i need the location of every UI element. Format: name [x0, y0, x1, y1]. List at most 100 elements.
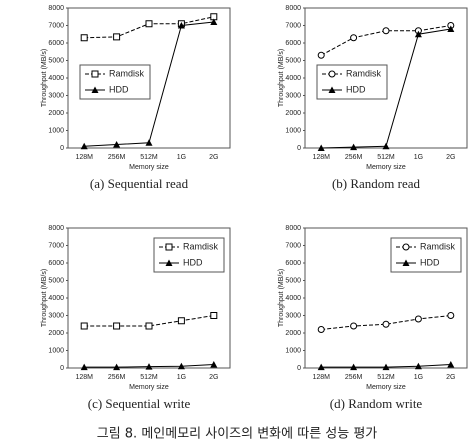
- marker: [145, 363, 153, 370]
- x-axis-label: Memory size: [366, 164, 406, 171]
- y-tick-label: 5000: [48, 57, 64, 64]
- legend-marker: [165, 259, 173, 266]
- y-tick-label: 4000: [285, 75, 301, 82]
- y-tick-label: 0: [297, 365, 301, 372]
- marker: [317, 326, 325, 333]
- marker: [80, 363, 88, 371]
- marker: [177, 317, 185, 325]
- y-tick-label: 0: [60, 365, 64, 372]
- x-tick-label: 256M: [108, 374, 126, 381]
- marker: [317, 144, 325, 151]
- x-tick-label: 512M: [140, 154, 158, 161]
- x-axis-label: Memory size: [129, 164, 169, 171]
- y-tick-label: 5000: [48, 277, 64, 284]
- y-tick-label: 2000: [285, 110, 301, 117]
- x-axis-label: Memory size: [366, 384, 406, 391]
- x-tick-label: 2G: [446, 374, 455, 381]
- marker: [80, 142, 88, 150]
- panel-caption: (b) Random read: [332, 176, 421, 191]
- marker: [177, 22, 185, 29]
- y-tick-label: 5000: [285, 277, 301, 284]
- marker: [447, 361, 455, 368]
- y-tick-label: 2000: [285, 330, 301, 337]
- y-axis-label: Throughput (MB/s): [41, 269, 48, 327]
- legend-label: HDD: [420, 257, 440, 267]
- marker: [414, 362, 422, 370]
- x-tick-label: 512M: [377, 154, 395, 161]
- y-tick-label: 5000: [285, 57, 301, 64]
- y-axis-label: Throughput (MB/s): [278, 49, 285, 107]
- legend-label: HDD: [183, 257, 203, 267]
- legend-label: Ramdisk: [183, 241, 219, 251]
- y-tick-label: 2000: [48, 110, 64, 117]
- marker: [145, 20, 153, 28]
- y-tick-label: 8000: [285, 5, 301, 12]
- y-tick-label: 2000: [48, 330, 64, 337]
- x-tick-label: 512M: [140, 374, 158, 381]
- marker: [382, 27, 390, 35]
- y-axis-label: Throughput (MB/s): [278, 269, 285, 327]
- x-tick-label: 1G: [177, 374, 186, 381]
- y-tick-label: 8000: [48, 5, 64, 12]
- x-tick-label: 2G: [209, 154, 218, 161]
- marker: [317, 51, 325, 59]
- marker: [350, 34, 358, 42]
- panel-caption: (c) Sequential write: [88, 396, 191, 411]
- y-tick-label: 1000: [285, 127, 301, 134]
- marker: [350, 363, 358, 371]
- x-tick-label: 2G: [446, 154, 455, 161]
- y-tick-label: 6000: [285, 40, 301, 47]
- x-tick-label: 128M: [75, 154, 93, 161]
- marker: [350, 143, 358, 151]
- marker: [80, 322, 88, 330]
- marker: [145, 322, 153, 330]
- marker: [382, 320, 390, 328]
- marker: [414, 30, 422, 38]
- marker: [210, 361, 218, 368]
- x-tick-label: 256M: [345, 154, 363, 161]
- marker: [113, 33, 121, 41]
- marker: [382, 142, 390, 150]
- y-tick-label: 0: [297, 145, 301, 152]
- y-tick-label: 3000: [285, 92, 301, 99]
- x-tick-label: 256M: [345, 374, 363, 381]
- y-tick-label: 6000: [48, 40, 64, 47]
- marker: [317, 363, 325, 371]
- y-tick-label: 7000: [48, 22, 64, 29]
- marker: [210, 312, 218, 319]
- y-tick-label: 6000: [285, 260, 301, 267]
- series-line: [321, 315, 451, 330]
- y-tick-label: 3000: [285, 312, 301, 319]
- marker: [80, 34, 88, 42]
- x-tick-label: 128M: [312, 154, 330, 161]
- y-tick-label: 4000: [285, 295, 301, 302]
- y-tick-label: 8000: [48, 225, 64, 232]
- y-tick-label: 7000: [285, 22, 301, 29]
- y-axis-label: Throughput (MB/s): [41, 49, 48, 107]
- marker: [177, 362, 185, 370]
- legend-label: Ramdisk: [109, 68, 145, 78]
- legend-marker: [402, 243, 410, 251]
- marker: [210, 18, 218, 25]
- y-tick-label: 4000: [48, 75, 64, 82]
- y-tick-label: 0: [60, 145, 64, 152]
- y-tick-label: 7000: [285, 242, 301, 249]
- x-tick-label: 2G: [209, 374, 218, 381]
- marker: [447, 25, 455, 32]
- legend-marker: [402, 259, 410, 266]
- x-axis-label: Memory size: [129, 384, 169, 391]
- x-tick-label: 128M: [312, 374, 330, 381]
- x-tick-label: 1G: [414, 154, 423, 161]
- legend-box: [316, 64, 388, 100]
- legend-box: [390, 237, 462, 273]
- series-line: [84, 315, 214, 327]
- y-tick-label: 1000: [48, 347, 64, 354]
- x-tick-label: 1G: [414, 374, 423, 381]
- marker: [414, 315, 422, 323]
- y-tick-label: 1000: [285, 347, 301, 354]
- marker: [113, 322, 121, 330]
- legend-marker: [91, 70, 99, 78]
- y-tick-label: 3000: [48, 312, 64, 319]
- x-tick-label: 512M: [377, 374, 395, 381]
